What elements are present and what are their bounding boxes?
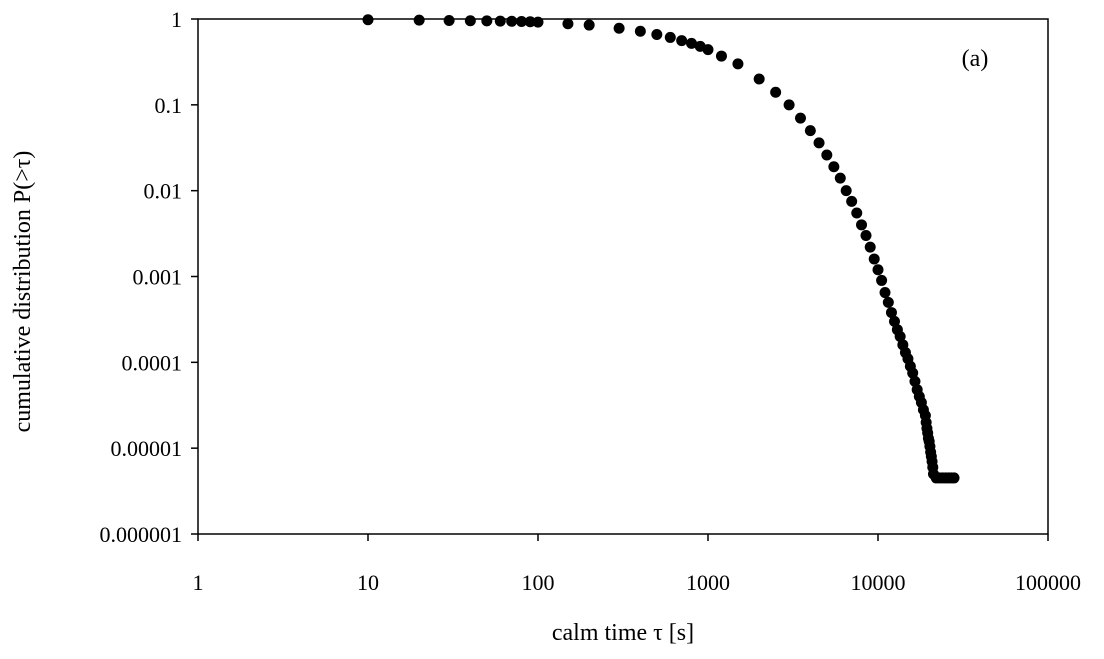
data-point [634,25,646,37]
y-tick-label: 0.0001 [122,350,183,375]
x-axis-title: calm time τ [s] [552,620,694,646]
x-tick-label: 10 [357,570,379,595]
data-point [715,50,727,62]
data-point [804,125,816,137]
data-point [562,18,574,30]
data-point [909,375,921,387]
data-points [362,14,960,484]
y-tick-label: 0.001 [133,265,183,290]
data-point [851,207,863,219]
x-axis-ticks: 1 10 100 1000 10000 100000 [193,534,1081,595]
data-point [524,16,536,28]
data-point [516,16,528,28]
data-point [613,22,625,34]
x-tick-label: 100000 [1015,570,1081,595]
data-point [864,241,876,253]
x-tick-label: 10000 [851,570,906,595]
y-tick-label: 0.01 [144,179,183,204]
data-point [651,28,663,40]
y-tick-label: 0.1 [155,93,183,118]
data-point [840,185,852,197]
data-point [821,149,833,161]
data-point [907,367,919,379]
data-point [828,161,840,173]
plot-area [197,18,1049,535]
x-tick-label: 1 [193,570,204,595]
data-point [464,15,476,27]
data-point [770,86,782,98]
data-point [732,58,744,70]
y-tick-label: 0.000001 [100,522,183,547]
data-point [753,73,765,85]
data-point [664,31,676,43]
data-point [676,35,688,47]
data-point [686,37,698,49]
data-point [856,219,868,231]
data-point [413,14,425,26]
data-point [834,172,846,184]
data-point [506,15,518,27]
data-point [794,112,806,124]
y-tick-label: 0.00001 [111,436,183,461]
y-axis-ticks: 1 0.1 0.01 0.001 0.0001 0.00001 0.000001 [100,7,198,547]
data-point [860,230,872,242]
data-point [948,472,960,484]
x-tick-label: 1000 [686,570,730,595]
data-point [885,307,897,319]
panel-label: (a) [962,46,989,72]
data-point [494,15,506,27]
data-point [882,296,894,308]
data-point [879,287,891,299]
data-point [894,330,906,342]
data-point [443,15,455,27]
data-point [888,315,900,327]
data-point [846,195,858,207]
data-point [532,16,544,28]
data-point [362,14,374,26]
x-tick-label: 100 [522,570,555,595]
data-point [783,99,795,111]
data-point [813,137,825,149]
data-point [702,44,714,56]
y-axis-title: cumulative distribution P(>τ) [10,151,36,433]
data-point [876,274,888,286]
data-point [868,253,880,265]
data-point [872,264,884,276]
data-point [583,19,595,31]
y-tick-label: 1 [171,7,182,32]
data-point [481,15,493,27]
